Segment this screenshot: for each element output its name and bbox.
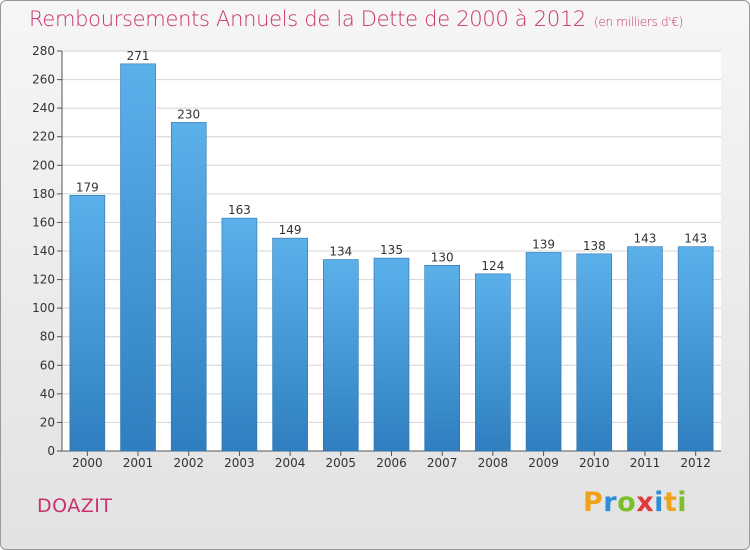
- x-tick-label: 2002: [173, 456, 204, 470]
- bar: [272, 237, 308, 452]
- y-tick-label: 160: [32, 215, 55, 229]
- y-tick-label: 100: [32, 301, 55, 315]
- y-tick-label: 200: [32, 158, 55, 172]
- data-label: 135: [380, 243, 403, 257]
- y-tick-label: 240: [32, 101, 55, 115]
- x-tick-label: 2010: [579, 456, 610, 470]
- bar: [323, 259, 359, 452]
- y-tick-label: 220: [32, 130, 55, 144]
- bar: [576, 253, 613, 452]
- data-label: 143: [634, 232, 657, 246]
- chart-title: Remboursements Annuels de la Dette de 20…: [29, 7, 683, 31]
- y-tick-label: 40: [40, 387, 55, 401]
- title-text: Remboursements Annuels de la Dette de 20…: [29, 7, 586, 31]
- y-tick-label: 20: [40, 415, 55, 429]
- proxiti-logo: Proxiti: [583, 487, 688, 518]
- x-tick-label: 2009: [528, 456, 559, 470]
- data-label: 134: [329, 245, 352, 259]
- data-label: 230: [177, 107, 200, 121]
- bar: [120, 63, 156, 452]
- y-tick-label: 60: [40, 358, 55, 372]
- bar: [170, 122, 207, 452]
- x-tick-label: 2008: [478, 456, 509, 470]
- chart-subtitle: (en milliers d'€): [594, 15, 684, 29]
- x-tick-label: 2007: [427, 456, 458, 470]
- y-tick-label: 260: [32, 73, 55, 87]
- data-label: 163: [228, 203, 251, 217]
- y-tick-label: 120: [32, 273, 55, 287]
- bar: [627, 246, 663, 452]
- y-tick-label: 80: [40, 330, 55, 344]
- bar: [525, 252, 562, 452]
- data-label: 271: [127, 49, 150, 63]
- bar: [475, 273, 511, 452]
- x-tick-label: 2000: [72, 456, 103, 470]
- bars-layer: [69, 63, 714, 452]
- data-label: 139: [532, 237, 555, 251]
- labels-layer: 0 20 40 60 80 100 120 140 160 180 200 220 240 260 280 1…: [32, 44, 711, 470]
- data-label: 143: [684, 232, 707, 246]
- y-tick-label: 140: [32, 244, 55, 258]
- x-tick-label: 2012: [680, 456, 711, 470]
- data-label: 149: [279, 223, 302, 237]
- data-label: 138: [583, 239, 606, 253]
- y-tick-label: 180: [32, 187, 55, 201]
- commune-name: DOAZIT: [37, 495, 113, 517]
- data-label: 130: [431, 250, 454, 264]
- y-tick-label: 280: [32, 44, 55, 58]
- x-tick-label: 2011: [630, 456, 661, 470]
- bar: [424, 264, 460, 452]
- data-label: 124: [481, 259, 504, 273]
- x-tick-label: 2005: [326, 456, 357, 470]
- data-label: 179: [76, 180, 99, 194]
- bar: [373, 257, 410, 452]
- x-tick-label: 2006: [376, 456, 407, 470]
- bar: [221, 217, 258, 452]
- x-tick-label: 2004: [275, 456, 306, 470]
- bar: [69, 194, 106, 452]
- x-tick-label: 2001: [123, 456, 154, 470]
- x-tick-label: 2003: [224, 456, 255, 470]
- y-tick-label: 0: [47, 444, 55, 458]
- bar: [677, 246, 714, 452]
